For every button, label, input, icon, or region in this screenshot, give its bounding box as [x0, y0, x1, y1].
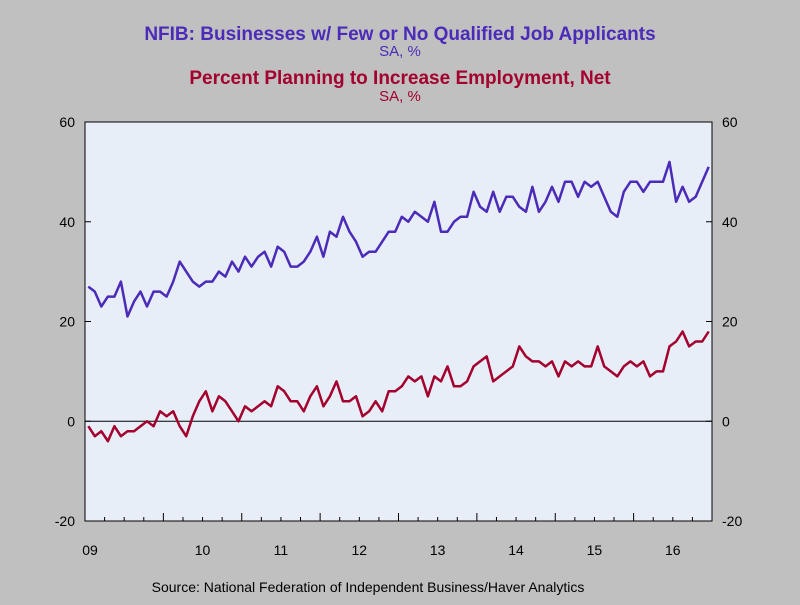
y-tick-label-left: 20 [59, 314, 75, 330]
series-line-2 [87, 330, 710, 443]
y-tick-label-right: 60 [722, 114, 738, 130]
x-tick-label: 11 [274, 542, 289, 558]
y-tick-label-right: 20 [722, 314, 738, 330]
x-tick-label: 15 [587, 542, 603, 558]
x-tick-label: 12 [352, 542, 368, 558]
y-tick-label-left: -20 [55, 513, 75, 529]
chart-subtitle-primary: SA, % [379, 43, 421, 60]
axes-layer: 60 60 40 40 20 20 0 0 -20 -20 09 10 11 12 13 14 15 16 [55, 114, 743, 558]
y-tick-label-right: 40 [722, 214, 738, 230]
y-tick-label-left: 0 [67, 413, 75, 429]
chart-title-primary: NFIB: Businesses w/ Few or No Qualified … [144, 24, 655, 45]
y-tick-label-right: 0 [722, 413, 730, 429]
x-tick-label: 14 [508, 542, 524, 558]
x-tick-label: 10 [195, 542, 211, 558]
plot-area [84, 121, 713, 522]
y-tick-label-left: 40 [59, 214, 75, 230]
x-tick-label: 13 [430, 542, 446, 558]
x-tick-label: 09 [82, 542, 98, 558]
chart-title-secondary: Percent Planning to Increase Employment,… [189, 68, 611, 89]
y-tick-label-left: 60 [59, 114, 75, 130]
y-tick-label-right: -20 [722, 513, 742, 529]
series-line-1 [87, 160, 710, 318]
chart-subtitle-secondary: SA, % [379, 88, 421, 105]
source-note: Source: National Federation of Independe… [152, 579, 585, 595]
series-layer [87, 160, 710, 443]
x-tick-label: 16 [665, 542, 681, 558]
